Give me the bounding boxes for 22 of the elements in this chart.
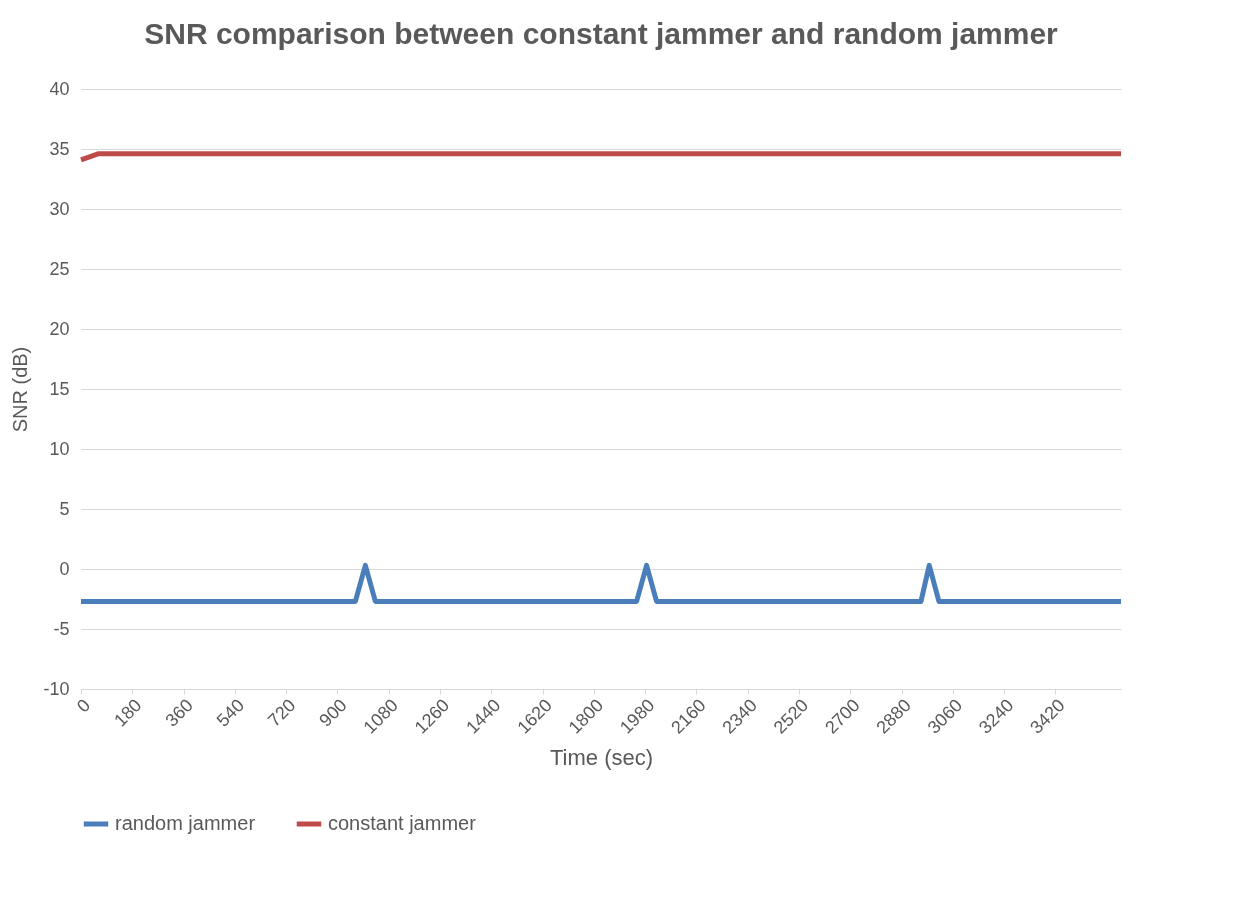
y-tick-label: 30 xyxy=(49,198,70,219)
y-tick-label: 5 xyxy=(59,498,70,519)
legend-label: constant jammer xyxy=(328,812,477,834)
x-tick-label: 360 xyxy=(161,695,197,731)
x-tick-label: 540 xyxy=(212,695,249,731)
x-tick-label: 720 xyxy=(263,695,300,731)
y-tick-label: 15 xyxy=(49,378,70,399)
y-tick-label: -10 xyxy=(43,678,70,699)
y-tick-label: 35 xyxy=(49,138,70,159)
x-tick-label: 0 xyxy=(73,695,95,717)
x-axis-title: Time (sec) xyxy=(549,744,654,770)
y-tick-label: 20 xyxy=(49,318,70,339)
y-tick-label: 25 xyxy=(49,258,70,279)
y-tick-label: 0 xyxy=(59,558,70,579)
y-tick-label: -5 xyxy=(53,618,70,639)
y-axis-title: SNR (dB) xyxy=(9,346,32,433)
legend-label: random jammer xyxy=(115,812,256,834)
chart-title: SNR comparison between constant jammer and random jammer xyxy=(144,17,1059,50)
y-tick-label: 10 xyxy=(49,438,70,459)
x-tick-label: 900 xyxy=(315,695,351,731)
x-tick-label: 180 xyxy=(110,695,146,731)
y-tick-label: 40 xyxy=(49,78,70,99)
